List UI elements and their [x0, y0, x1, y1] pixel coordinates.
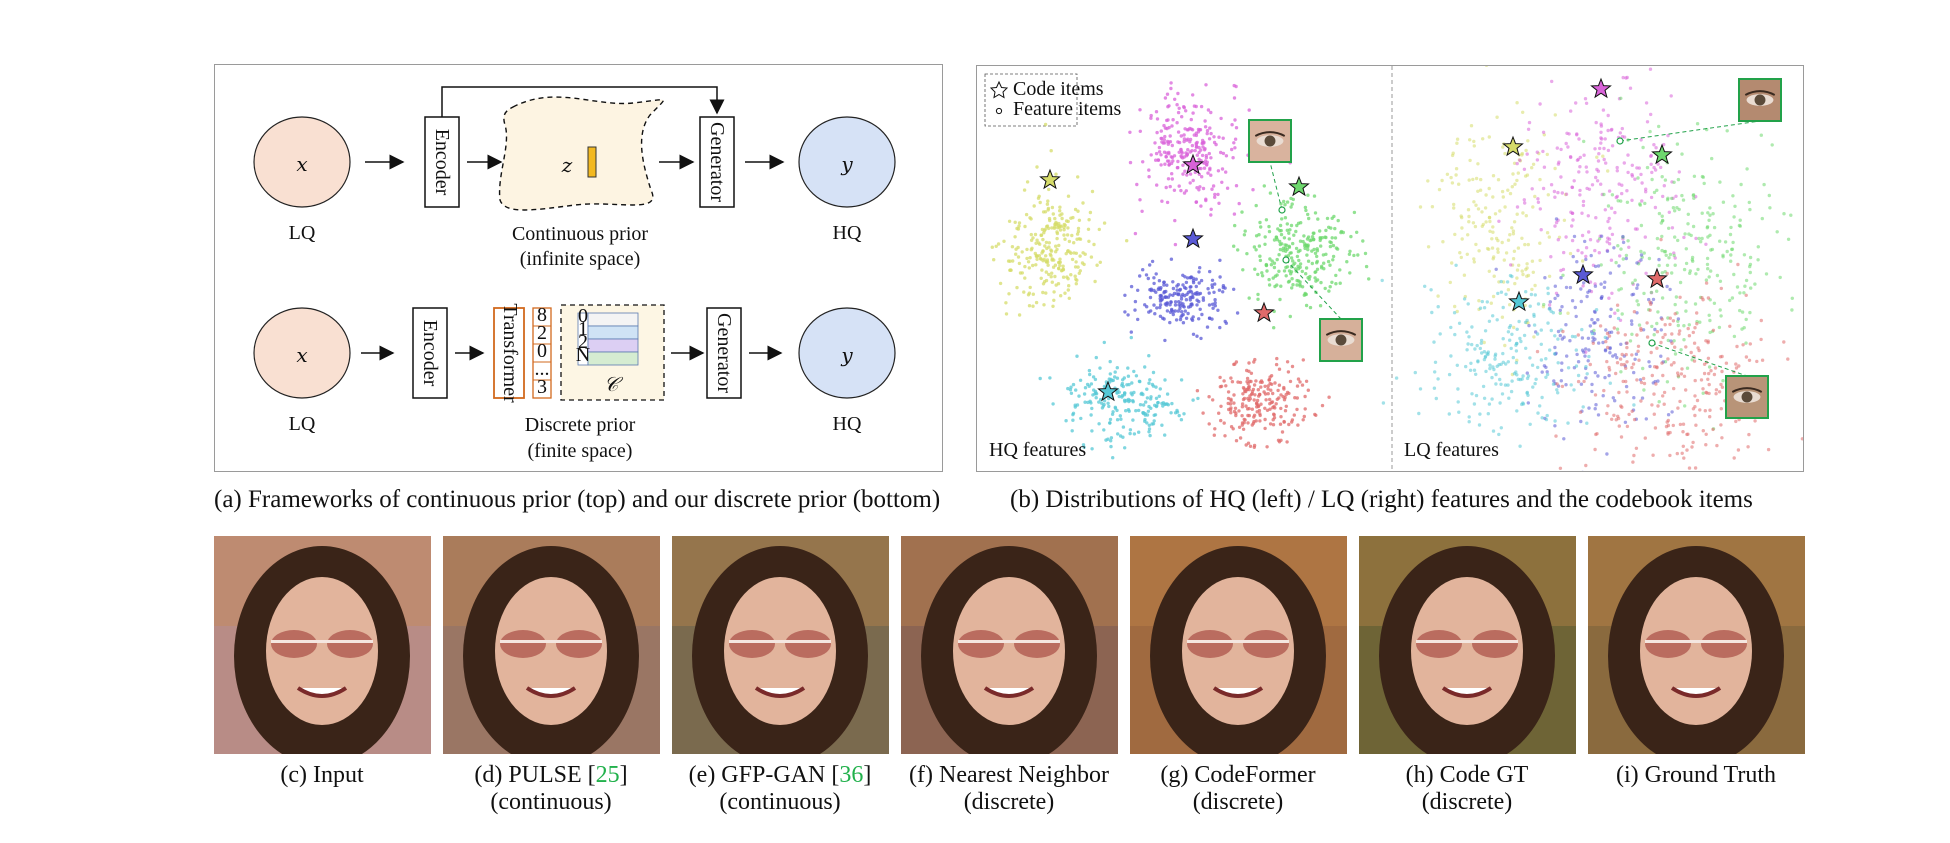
continuous-prior-blob	[498, 96, 664, 211]
face-photo	[1588, 536, 1805, 754]
face-photo	[672, 536, 889, 754]
infinite-space-label: (infinite space)	[520, 248, 641, 270]
hq-output-node-bottom	[798, 307, 896, 399]
hq-eye-thumbnail-top	[1248, 119, 1292, 214]
lq-input-node-bottom	[253, 307, 351, 399]
svg-text:3: 3	[537, 376, 547, 398]
hq-eye-thumbnail-bottom	[1282, 256, 1363, 362]
photo-caption: (h) Code GT (discrete)	[1405, 762, 1529, 815]
lq-cluster-cyan	[1380, 263, 1636, 448]
generator-label: Generator	[706, 122, 728, 202]
finite-space-label: (finite space)	[528, 440, 633, 462]
y-symbol-bottom: 𝑦	[840, 343, 853, 367]
svg-text:0: 0	[537, 340, 547, 362]
code-star-yellow	[1039, 168, 1061, 190]
lq-eye-thumbnail-bottom	[1648, 339, 1769, 419]
encoder-label: Encoder	[431, 129, 453, 196]
y-symbol: 𝑦	[840, 152, 853, 176]
code-star-blue-lq	[1572, 263, 1594, 285]
photo-caption: (g) CodeFormer (discrete)	[1160, 762, 1316, 815]
lq-cluster-yellow	[1418, 59, 1610, 377]
encoder-block-bottom	[412, 307, 448, 399]
code-star-yellow-lq	[1502, 135, 1524, 157]
photo-caption: (f) Nearest Neighbor (discrete)	[909, 762, 1109, 815]
hq-cluster-magenta	[1116, 52, 1292, 247]
transformer-label: Transformer	[499, 303, 521, 403]
hq-cluster-blue	[1123, 257, 1240, 343]
codebook-table: 0 1 2 N	[576, 305, 639, 366]
continuous-prior-label: Continuous prior	[512, 223, 648, 245]
code-star-green-lq	[1651, 143, 1673, 165]
legend-code-items: Code items	[1013, 78, 1104, 100]
face-photo	[901, 536, 1118, 754]
hq-features-label: HQ features	[989, 439, 1086, 461]
latent-vector	[587, 146, 597, 178]
svg-text:1: 1	[578, 318, 588, 340]
framework-diagram: 𝑥 LQ Encoder 𝑧 Continuous prior (infinit…	[214, 64, 943, 472]
lq-cluster-red	[1535, 237, 1805, 506]
lq-cluster-blue	[1494, 217, 1681, 484]
hq-cluster-yellow	[946, 122, 1129, 317]
caption-a: (a) Frameworks of continuous prior (top)…	[214, 486, 941, 513]
encoder-label-bottom: Encoder	[419, 320, 441, 387]
svg-text:N: N	[576, 344, 590, 366]
feature-distribution-plot: Code items Feature items HQ features LQ …	[946, 52, 1805, 506]
code-star-blue	[1182, 227, 1204, 249]
hq-cluster-green	[1232, 184, 1371, 330]
hq-label-bottom: HQ	[833, 413, 862, 435]
photo-caption: (c) Input	[280, 762, 364, 788]
x-symbol: 𝑥	[296, 152, 307, 176]
hq-output-node	[798, 116, 896, 208]
generator-block-bottom	[706, 307, 742, 399]
legend-feature-items: Feature items	[1013, 98, 1122, 120]
hq-label: HQ	[833, 222, 862, 244]
face-photo	[1130, 536, 1347, 754]
code-star-magenta	[1182, 153, 1204, 175]
citation-link[interactable]: 25	[595, 762, 620, 788]
legend-star-icon	[989, 80, 1009, 99]
svg-text:2: 2	[537, 322, 547, 344]
photo-caption: (e) GFP-GAN [36] (continuous)	[688, 762, 872, 815]
lq-label: LQ	[289, 222, 316, 244]
face-photo	[1359, 536, 1576, 754]
code-star-cyan-lq	[1508, 290, 1530, 312]
hq-cluster-red	[1195, 356, 1331, 449]
svg-text:...: ...	[535, 358, 550, 380]
code-star-red	[1253, 301, 1275, 323]
generator-block	[699, 116, 735, 208]
lq-input-node	[253, 116, 351, 208]
caption-b: (b) Distributions of HQ (left) / LQ (rig…	[1010, 486, 1753, 513]
svg-text:8: 8	[537, 304, 547, 326]
face-photo	[443, 536, 660, 754]
legend-circle-icon	[995, 107, 1003, 115]
svg-text:2: 2	[578, 331, 588, 353]
code-star-magenta-lq	[1590, 77, 1612, 99]
legend-box	[984, 73, 1078, 127]
photo-caption: (d) PULSE [25] (continuous)	[474, 762, 628, 815]
lq-label-bottom: LQ	[289, 413, 316, 435]
code-star-cyan	[1097, 380, 1119, 402]
citation-link[interactable]: 36	[839, 762, 864, 788]
photo-caption: (i) Ground Truth	[1615, 762, 1777, 788]
code-star-red-lq	[1646, 267, 1668, 289]
lq-eye-thumbnail-top	[1616, 78, 1782, 145]
hq-cluster-cyan	[1038, 335, 1200, 460]
discrete-prior-label: Discrete prior	[525, 414, 636, 436]
code-index-sequence: 8 2 0 ... 3	[532, 304, 552, 399]
encoder-block	[424, 116, 460, 208]
transformer-block	[493, 307, 525, 399]
z-symbol: 𝑧	[561, 153, 573, 177]
svg-text:0: 0	[578, 305, 588, 327]
generator-label-bottom: Generator	[713, 313, 735, 393]
x-symbol-bottom: 𝑥	[296, 343, 307, 367]
face-photo	[214, 536, 431, 754]
code-star-green	[1288, 175, 1310, 197]
lq-features-label: LQ features	[1404, 439, 1499, 461]
